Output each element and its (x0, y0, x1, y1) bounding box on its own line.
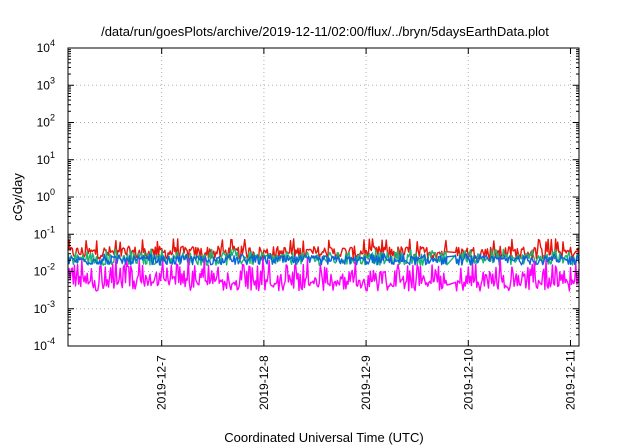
y-tick-label: 10-4 (34, 336, 55, 353)
y-tick-label: 102 (37, 113, 55, 130)
chart-title: /data/run/goesPlots/archive/2019-12-11/0… (101, 24, 549, 39)
y-tick-label: 100 (37, 187, 55, 204)
y-axis: 10-4 10-3 10-2 10-1 100 101 102 103 104 (34, 38, 579, 353)
series-line (67, 258, 580, 292)
y-tick-label: 101 (37, 150, 55, 167)
y-tick-label: 10-2 (34, 262, 55, 279)
y-tick-label: 10-1 (34, 224, 55, 241)
x-axis: 2019-12-7 2019-12-8 2019-12-9 2019-12-10 201… (155, 48, 577, 410)
series-line (67, 253, 580, 266)
x-axis-label: Coordinated Universal Time (UTC) (224, 430, 423, 445)
x-tick-label: 2019-12-10 (461, 348, 475, 410)
y-tick-label: 104 (37, 38, 55, 55)
x-tick-label: 2019-12-11 (563, 349, 577, 410)
series-line (67, 248, 580, 266)
y-tick-label: 10-3 (34, 299, 55, 316)
x-tick-label: 2019-12-8 (257, 355, 271, 410)
y-axis-label: cGy/day (10, 173, 25, 221)
x-tick-label: 2019-12-7 (155, 355, 169, 410)
plot-area (67, 238, 580, 292)
y-tick-label: 103 (37, 75, 55, 92)
grid (68, 48, 579, 346)
x-tick-label: 2019-12-9 (359, 355, 373, 410)
